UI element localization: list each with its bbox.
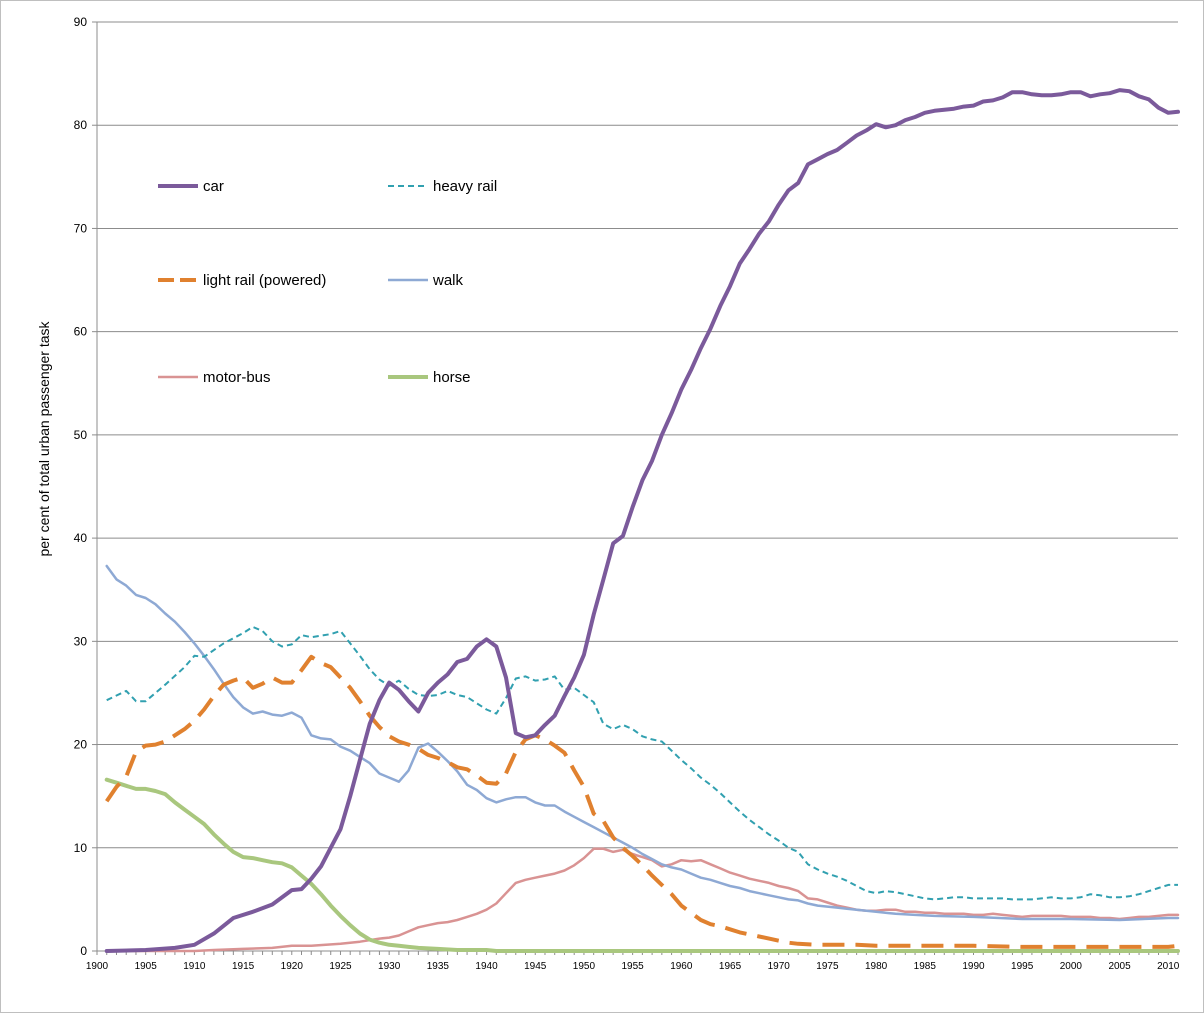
x-tick-label: 1975 <box>816 961 839 972</box>
series-line-car <box>104 88 1180 953</box>
legend-label: horse <box>433 369 471 386</box>
series-line-horse <box>104 777 1180 953</box>
x-tick-label: 1955 <box>622 961 645 972</box>
y-tick-label: 20 <box>74 738 88 752</box>
x-tick-label: 1900 <box>86 961 109 972</box>
y-tick-label: 0 <box>80 944 87 958</box>
legend-label: motor-bus <box>203 369 271 386</box>
legend-item: horse <box>388 369 471 386</box>
y-tick-label: 80 <box>74 118 88 132</box>
x-tick-label: 1945 <box>524 961 547 972</box>
legend-label: heavy rail <box>433 178 497 195</box>
x-tick-label: 1985 <box>914 961 937 972</box>
x-tick-label: 1915 <box>232 961 255 972</box>
x-tick-label: 2005 <box>1108 961 1131 972</box>
x-tick-label: 1960 <box>670 961 693 972</box>
x-tick-label: 1925 <box>329 961 352 972</box>
x-tick-label: 1905 <box>135 961 158 972</box>
x-tick-label: 1995 <box>1011 961 1034 972</box>
legend-item: walk <box>388 272 464 289</box>
legend-item: heavy rail <box>388 178 497 195</box>
x-tick-label: 1930 <box>378 961 401 972</box>
y-tick-labels: 0 10 20 30 40 50 60 70 80 90 <box>74 15 88 958</box>
x-tick-label: 1910 <box>183 961 206 972</box>
x-tick-label: 2010 <box>1157 961 1180 972</box>
y-tick-label: 30 <box>74 634 88 648</box>
series-line-motor-bus <box>105 847 1180 953</box>
legend-item: car <box>158 178 224 195</box>
legend-label: walk <box>432 272 464 289</box>
y-tick-label: 90 <box>74 15 88 29</box>
x-tick-label: 1920 <box>281 961 304 972</box>
x-tick-label: 1990 <box>962 961 985 972</box>
legend-label: light rail (powered) <box>203 272 326 289</box>
x-tick-labels: 1900 1905 1910 1915 1920 1925 1930 1935 1940 1945… <box>86 961 1180 972</box>
gridlines <box>97 21 1178 849</box>
axes <box>92 21 1179 955</box>
legend-item: motor-bus <box>158 369 271 386</box>
series-line-walk <box>105 564 1180 922</box>
x-tick-label: 1950 <box>573 961 596 972</box>
y-tick-label: 50 <box>74 428 88 442</box>
y-tick-label: 10 <box>74 841 88 855</box>
series-lines <box>104 88 1180 953</box>
y-tick-label: 60 <box>74 325 88 339</box>
legend-label: car <box>203 178 224 195</box>
x-tick-label: 2000 <box>1060 961 1083 972</box>
x-tick-label: 1935 <box>427 961 450 972</box>
x-tick-label: 1980 <box>865 961 888 972</box>
y-tick-label: 70 <box>74 221 88 235</box>
series-line-light-rail-powered <box>105 654 1179 949</box>
y-tick-label: 40 <box>74 531 88 545</box>
legend-item: light rail (powered) <box>158 272 326 289</box>
y-axis-label: per cent of total urban passenger task <box>36 320 52 556</box>
x-tick-label: 1965 <box>719 961 742 972</box>
x-tick-label: 1970 <box>768 961 791 972</box>
x-tick-label: 1940 <box>475 961 498 972</box>
series-line-heavy-rail <box>106 625 1178 901</box>
legend: car heavy rail light rail (powered) walk mot… <box>158 178 497 386</box>
